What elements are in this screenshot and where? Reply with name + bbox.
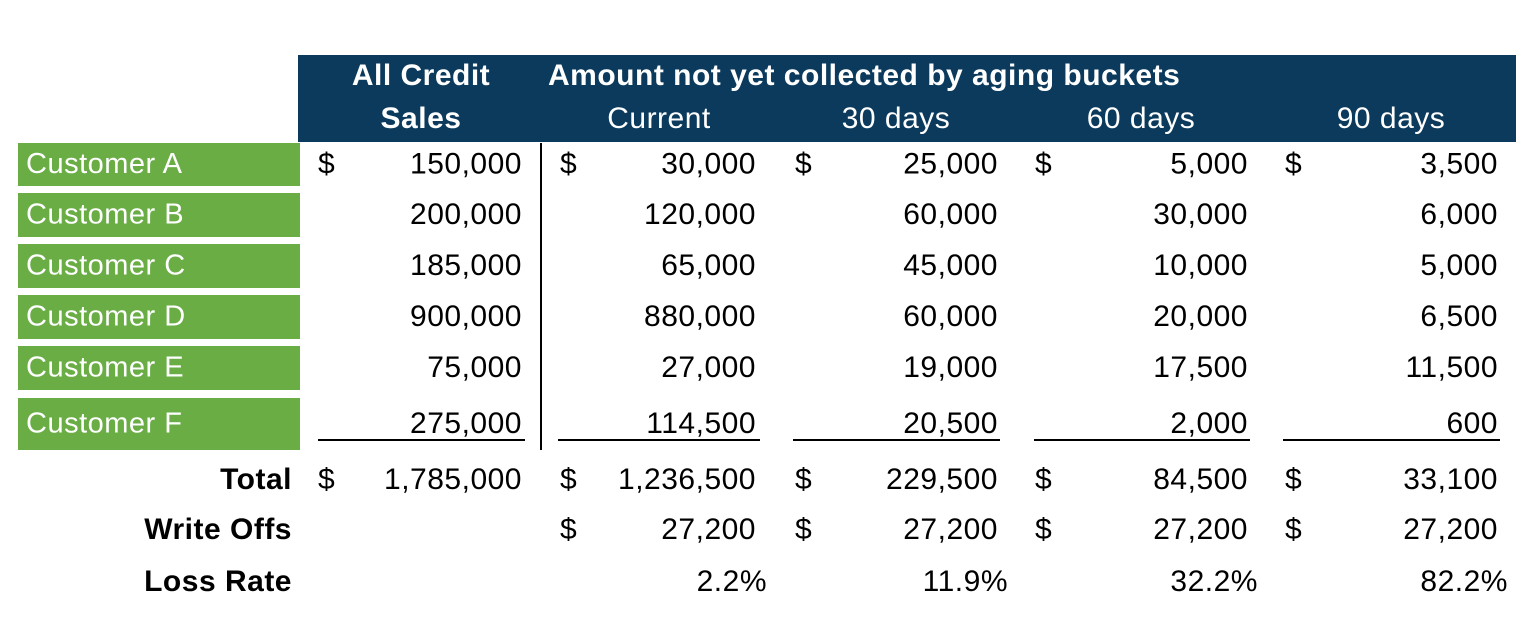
- currency-symbol: $: [318, 147, 335, 180]
- customer-name: Customer A: [26, 148, 183, 180]
- amount: 30,000: [1153, 198, 1248, 231]
- amount: 6,000: [1420, 198, 1498, 231]
- rate: 82.2%: [1420, 565, 1508, 598]
- amount: 19,000: [903, 351, 998, 384]
- currency-symbol: $: [1035, 147, 1052, 180]
- customer-box: [18, 295, 300, 339]
- row-label: Loss Rate: [144, 565, 292, 598]
- currency-symbol: $: [795, 147, 812, 180]
- amount: 27,200: [661, 513, 756, 546]
- amount: 114,500: [646, 407, 756, 440]
- currency-symbol: $: [560, 147, 577, 180]
- currency-symbol: $: [795, 513, 812, 546]
- amount: 880,000: [644, 300, 756, 333]
- amount: 30,000: [661, 147, 756, 180]
- currency-symbol: $: [1285, 463, 1302, 496]
- header-text: Sales: [381, 102, 462, 135]
- amount: 27,200: [903, 513, 998, 546]
- header-text: Current: [607, 102, 711, 135]
- amount: 1,785,000: [384, 463, 522, 496]
- amount: 5,000: [1420, 249, 1498, 282]
- header-text: 90 days: [1337, 102, 1446, 135]
- amount: 17,500: [1153, 351, 1248, 384]
- customer-name: Customer E: [26, 352, 184, 384]
- amount: 65,000: [661, 249, 756, 282]
- customer-name: Customer B: [26, 199, 184, 231]
- rate: 11.9%: [923, 565, 1008, 598]
- amount: 60,000: [903, 300, 998, 333]
- header-text: All Credit: [352, 59, 490, 92]
- customer-box: [18, 346, 300, 390]
- header-text: 60 days: [1087, 102, 1196, 135]
- rate: 2.2%: [697, 565, 767, 598]
- amount: 5,000: [1170, 147, 1248, 180]
- amount: 27,200: [1403, 513, 1498, 546]
- customer-name: Customer F: [26, 408, 182, 440]
- amount: 11,500: [1405, 351, 1498, 384]
- amount: 275,000: [410, 407, 522, 440]
- amount: 84,500: [1153, 463, 1248, 496]
- currency-symbol: $: [560, 463, 577, 496]
- amount: 200,000: [410, 198, 522, 231]
- currency-symbol: $: [560, 513, 577, 546]
- customer-name: Customer C: [26, 250, 186, 282]
- customer-box: [18, 193, 300, 237]
- amount: 27,200: [1153, 513, 1248, 546]
- amount: 20,500: [903, 407, 998, 440]
- rate: 32.2%: [1170, 565, 1258, 598]
- amount: 900,000: [410, 300, 522, 333]
- amount: 6,500: [1420, 300, 1498, 333]
- amount: 120,000: [644, 198, 756, 231]
- currency-symbol: $: [795, 463, 812, 496]
- row-label: Write Offs: [144, 513, 292, 546]
- amount: 3,500: [1420, 147, 1498, 180]
- amount: 2,000: [1170, 407, 1248, 440]
- amount: 229,500: [886, 463, 998, 496]
- customer-box: [18, 244, 300, 288]
- currency-symbol: $: [1035, 463, 1052, 496]
- customer-box: [18, 143, 300, 186]
- amount: 33,100: [1403, 463, 1498, 496]
- amount: 25,000: [903, 147, 998, 180]
- amount: 150,000: [410, 147, 522, 180]
- currency-symbol: $: [1035, 513, 1052, 546]
- row-label: Total: [220, 463, 292, 496]
- amount: 1,236,500: [618, 463, 756, 496]
- amount: 185,000: [410, 249, 522, 282]
- amount: 20,000: [1153, 300, 1248, 333]
- currency-symbol: $: [1285, 513, 1302, 546]
- header-band: [298, 55, 1516, 142]
- currency-symbol: $: [318, 463, 335, 496]
- amount: 60,000: [903, 198, 998, 231]
- amount: 27,000: [661, 351, 756, 384]
- amount: 10,000: [1153, 249, 1248, 282]
- header-group: Amount not yet collected by aging bucket…: [548, 59, 1180, 92]
- customer-box: [18, 398, 300, 450]
- amount: 45,000: [903, 249, 998, 282]
- customer-name: Customer D: [26, 301, 186, 333]
- amount: 600: [1446, 407, 1498, 440]
- amount: 75,000: [427, 351, 522, 384]
- header-text: 30 days: [842, 102, 951, 135]
- currency-symbol: $: [1285, 147, 1302, 180]
